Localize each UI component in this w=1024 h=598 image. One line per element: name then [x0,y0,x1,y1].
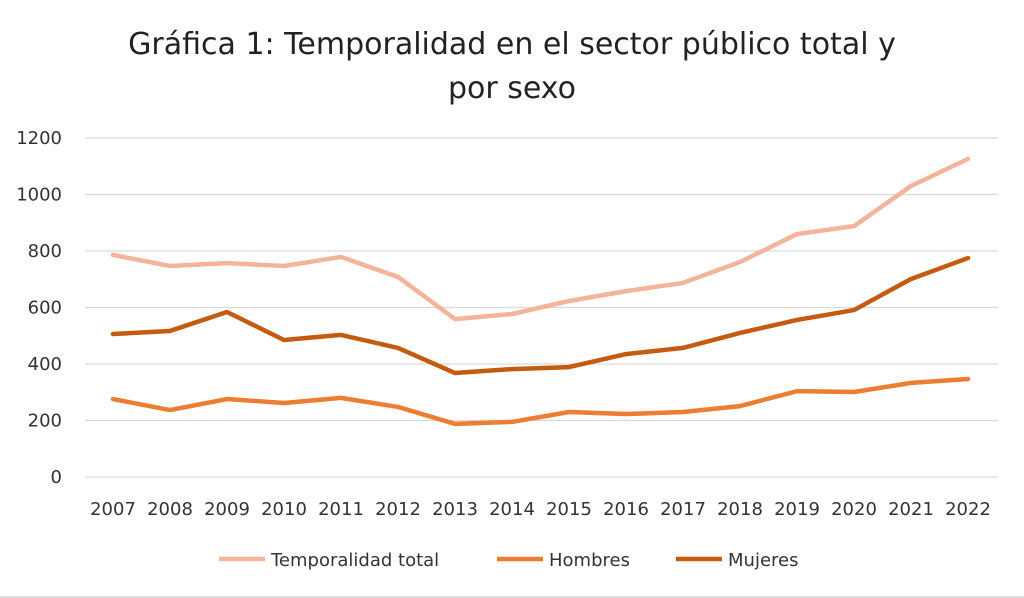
y-tick-label: 0 [51,467,62,488]
series-line-mujeres [110,255,971,376]
x-tick-label: 2011 [318,499,364,520]
x-tick-label: 2015 [546,499,592,520]
x-tick-label: 2018 [717,499,763,520]
y-tick-label: 400 [28,354,62,375]
x-tick-label: 2022 [945,499,991,520]
y-tick-label: 200 [28,411,62,432]
y-tick-label: 1000 [16,185,62,206]
x-tick-label: 2013 [432,499,478,520]
x-tick-label: 2016 [603,499,649,520]
x-tick-label: 2012 [375,499,421,520]
legend-label: Hombres [549,550,630,571]
x-tick-label: 2021 [888,499,934,520]
legend-label: Temporalidad total [270,550,439,571]
x-tick-label: 2010 [261,499,307,520]
x-tick-label: 2014 [489,499,535,520]
series-line-temporalidad-total [110,156,971,322]
series-line-hombres [110,376,971,427]
x-tick-label: 2009 [204,499,250,520]
chart-title-line-1: Gráfica 1: Temporalidad en el sector púb… [128,27,896,62]
y-tick-label: 1200 [16,128,62,149]
x-tick-label: 2020 [831,499,877,520]
bottom-border [0,596,1024,598]
x-tick-label: 2019 [774,499,820,520]
x-tick-label: 2008 [147,499,193,520]
y-tick-label: 800 [28,241,62,262]
y-tick-label: 600 [28,298,62,319]
x-tick-label: 2017 [660,499,706,520]
x-tick-label: 2007 [90,499,136,520]
legend-label: Mujeres [728,550,798,571]
chart-title-line-2: por sexo [448,71,576,106]
